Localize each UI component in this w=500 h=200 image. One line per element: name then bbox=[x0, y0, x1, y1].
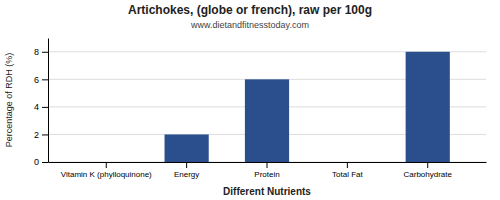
bar bbox=[245, 79, 289, 162]
y-tick-label: 8 bbox=[34, 47, 39, 57]
x-tick: Protein bbox=[254, 162, 279, 179]
x-tick-mark bbox=[106, 162, 107, 168]
x-tick-label: Carbohydrate bbox=[403, 170, 452, 179]
y-tick-label: 2 bbox=[34, 130, 39, 140]
y-tick-mark bbox=[42, 162, 48, 163]
y-tick-mark bbox=[42, 79, 48, 80]
y-tick-mark bbox=[42, 134, 48, 135]
y-axis: 0 2 4 6 8 bbox=[34, 39, 49, 168]
x-tick: Carbohydrate bbox=[403, 162, 452, 179]
y-axis-title: Percentage of RDH (%) bbox=[4, 53, 14, 148]
x-tick: Vitamin K (phylloquinone) bbox=[61, 162, 152, 179]
x-tick-label: Vitamin K (phylloquinone) bbox=[61, 170, 152, 179]
y-tick-label: 0 bbox=[34, 157, 39, 167]
x-tick: Total Fat bbox=[332, 162, 363, 179]
bar bbox=[84, 162, 128, 163]
x-tick-label: Protein bbox=[254, 170, 279, 179]
x-axis-title: Different Nutrients bbox=[223, 186, 311, 197]
y-tick-mark bbox=[42, 52, 48, 53]
x-tick: Energy bbox=[174, 162, 199, 179]
bar bbox=[165, 134, 209, 162]
x-axis: Vitamin K (phylloquinone) Energy Protein To… bbox=[49, 162, 487, 179]
grid bbox=[48, 52, 486, 162]
bar bbox=[325, 162, 369, 163]
y-axis-line bbox=[48, 39, 49, 163]
x-tick-mark bbox=[186, 162, 187, 168]
y-tick: 6 bbox=[34, 75, 48, 85]
y-tick-label: 6 bbox=[34, 75, 39, 85]
y-tick: 2 bbox=[34, 130, 48, 140]
x-tick-mark bbox=[347, 162, 348, 168]
y-tick: 8 bbox=[34, 47, 48, 57]
y-tick-label: 4 bbox=[34, 102, 39, 112]
chart-svg: Artichokes, (globe or french), raw per 1… bbox=[0, 0, 500, 200]
plot-area: 0 2 4 6 8 Vitamin K (phylloquinone) Energy Prot… bbox=[34, 39, 487, 179]
subtitle: www.dietandfitnesstoday.com bbox=[190, 20, 309, 30]
y-tick-mark bbox=[42, 107, 48, 108]
chart-container: Artichokes, (globe or french), raw per 1… bbox=[0, 0, 500, 200]
bars bbox=[165, 52, 450, 162]
y-tick: 0 bbox=[34, 157, 48, 167]
x-tick-mark bbox=[427, 162, 428, 168]
title: Artichokes, (globe or french), raw per 1… bbox=[128, 3, 372, 17]
x-tick-label: Total Fat bbox=[332, 170, 363, 179]
y-tick: 4 bbox=[34, 102, 48, 112]
x-tick-mark bbox=[267, 162, 268, 168]
bar bbox=[406, 52, 450, 162]
x-tick-label: Energy bbox=[174, 170, 199, 179]
